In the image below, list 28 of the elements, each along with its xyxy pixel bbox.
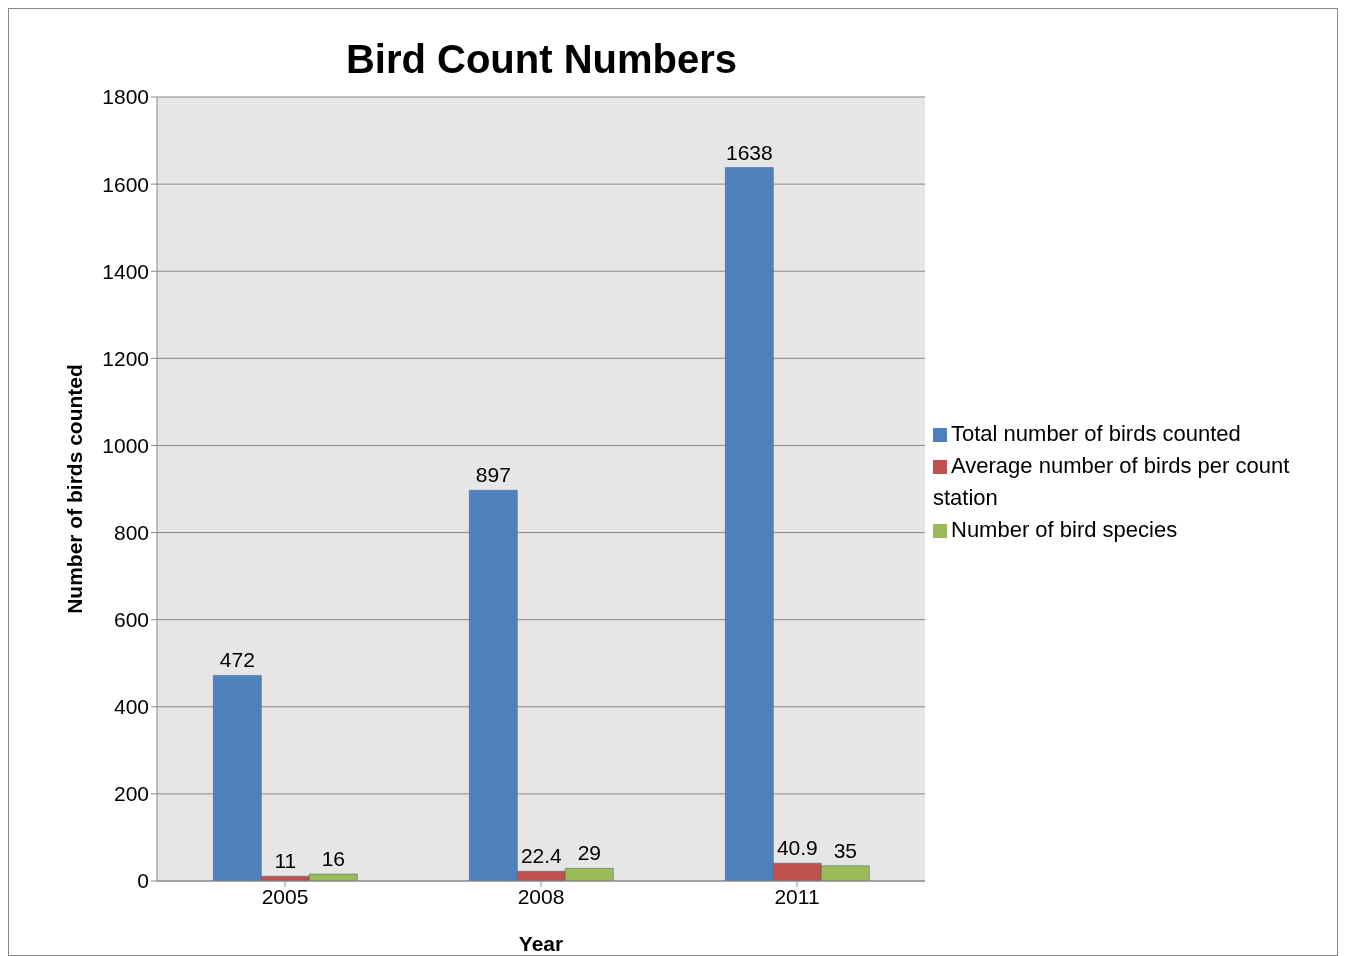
y-tick-label: 0 — [137, 869, 149, 893]
data-label: 40.9 — [776, 836, 818, 860]
y-tick-label: 1600 — [102, 172, 149, 196]
x-tick-label: 2008 — [517, 884, 565, 908]
y-tick-label: 1000 — [102, 433, 149, 457]
x-tick-label: 2005 — [261, 884, 309, 908]
y-axis-title: Number of birds counted — [63, 364, 87, 614]
legend-label: Number of bird species — [951, 517, 1178, 542]
y-tick-label: 200 — [113, 782, 149, 806]
data-label: 16 — [321, 847, 345, 871]
x-tick-label: 2011 — [774, 884, 820, 908]
chart-title: Bird Count Numbers — [344, 37, 739, 82]
data-label: 22.4 — [520, 844, 563, 868]
data-label: 29 — [577, 841, 601, 865]
data-label: 897 — [475, 463, 511, 487]
data-label: 11 — [274, 849, 297, 873]
data-label: 472 — [219, 648, 255, 672]
data-label: 1638 — [725, 140, 773, 164]
y-tick-label: 600 — [113, 608, 149, 632]
y-tick-label: 1400 — [102, 259, 149, 283]
data-label: 35 — [833, 838, 857, 862]
y-tick-label: 1200 — [102, 346, 149, 370]
y-tick-label: 400 — [113, 695, 149, 719]
x-axis-title: Year — [518, 932, 564, 955]
y-tick-label: 1800 — [102, 85, 149, 109]
y-tick-label: 800 — [113, 521, 149, 545]
legend-label: Total number of birds counted — [951, 421, 1241, 446]
legend-label: Average number of birds per count station — [933, 453, 1290, 510]
